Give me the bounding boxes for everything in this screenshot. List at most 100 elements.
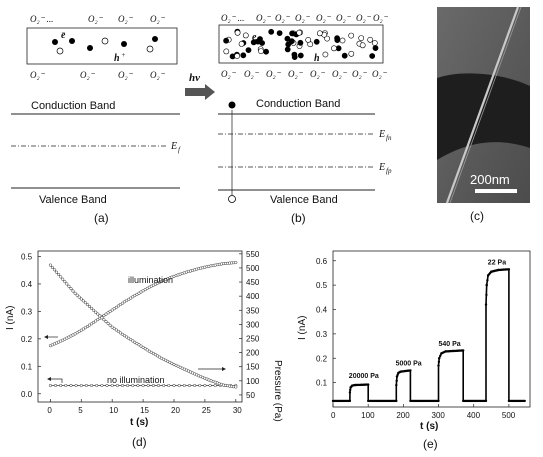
data-point: [115, 383, 119, 388]
data-point: [146, 383, 150, 388]
electron-dot: [284, 46, 291, 53]
x-tick-label: 500: [502, 411, 516, 420]
data-point: [69, 287, 73, 291]
x-tick-label: 30: [233, 406, 242, 415]
data-point: [61, 277, 65, 281]
pressure-annotation: 22 Pa: [488, 259, 506, 266]
electron-dot: [263, 48, 269, 55]
annotation-illumination: illumination: [128, 275, 173, 285]
data-point: [73, 291, 77, 295]
data-point: [50, 265, 54, 270]
data-point: [156, 383, 161, 388]
plot-frame-d: [37, 250, 243, 403]
y2-tick-label: 350: [246, 306, 260, 315]
oxygen-label: O₂⁻: [275, 13, 291, 23]
electron-dot: [276, 30, 283, 36]
data-point: [116, 329, 120, 333]
y2-tick-label: 400: [246, 292, 260, 301]
x-tick-label: 200: [396, 411, 410, 420]
x-tick-label: 0: [47, 406, 52, 415]
data-point: [167, 383, 171, 388]
data-point: [67, 284, 71, 288]
valence-band-label-b: Valence Band: [270, 194, 338, 206]
series-line: [333, 268, 525, 402]
data-point: [79, 297, 83, 301]
data-point: [102, 313, 106, 318]
data-point: [90, 383, 94, 388]
xlabel-d: t (s): [130, 417, 148, 428]
data-point: [112, 327, 116, 331]
data-point: [395, 399, 398, 403]
panel-b: O₂⁻ ... O₂⁻ O₂⁻ O₂⁻ O₂⁻ O₂⁻ O₂⁻ O₂⁻ e h O₂⁻ O₂⁻ O…: [218, 13, 392, 225]
x-tick-label: 25: [202, 406, 211, 415]
x-tick-label: 10: [109, 406, 118, 415]
oxygen-label: O₂⁻: [150, 70, 166, 80]
data-point: [484, 399, 488, 403]
hole-dot: [258, 48, 264, 54]
x-tick-label: 0: [331, 411, 336, 420]
svg-text:+: +: [121, 51, 126, 59]
caption-c: (c): [470, 209, 484, 223]
data-point: [63, 280, 67, 284]
oxygen-label: O₂⁻: [244, 69, 260, 79]
y2-tick-label: 200: [246, 349, 260, 358]
oxygen-label: O₂⁻: [118, 14, 134, 24]
data-point: [98, 314, 102, 318]
oxygen-label: O₂⁻ ...: [30, 14, 53, 24]
data-point: [395, 379, 398, 382]
data-point: [75, 293, 79, 297]
hole-dot: [348, 50, 355, 57]
electron-dot: [285, 41, 292, 48]
y2-tick-label: 450: [246, 278, 260, 287]
oxygen-label: O₂⁻: [150, 14, 166, 24]
hole-label: h: [114, 53, 120, 64]
data-point: [177, 383, 181, 388]
data-point: [57, 272, 61, 277]
data-point: [108, 323, 112, 327]
fermi-level-label: E: [170, 141, 177, 152]
data-point: [437, 399, 440, 403]
data-point: [77, 295, 81, 299]
y2label-d: Pressure (Pa): [272, 360, 283, 422]
conduction-band-label-a: Conduction Band: [31, 100, 115, 112]
y-tick-label: 0.2: [21, 335, 33, 344]
electron-dot: [245, 47, 252, 53]
data-point: [104, 320, 108, 324]
oxygen-label: O₂⁻: [88, 14, 104, 24]
data-point: [59, 275, 63, 279]
pressure-annotation: 5000 Pa: [396, 361, 422, 368]
y-tick-label: 0.1: [316, 379, 328, 388]
nanowire-box-a: [26, 27, 178, 65]
electron-dot: [240, 52, 247, 59]
data-point: [54, 270, 59, 274]
ylabel-d: I (nA): [5, 306, 16, 330]
oxygen-top-labels-a: O₂⁻ ... O₂⁻ O₂⁻ O₂⁻: [30, 14, 166, 24]
electron-dot: [297, 39, 304, 46]
data-point: [208, 383, 212, 388]
data-point: [59, 383, 63, 388]
oxygen-label: O₂⁻: [356, 13, 372, 23]
data-point: [141, 383, 145, 388]
ylabel-e: I (nA): [297, 316, 308, 340]
oxygen-label: O₂⁻: [372, 69, 388, 79]
data-point: [198, 383, 202, 388]
oxygen-bottom-labels-b: O₂⁻ O₂⁻ O₂⁻ O₂⁻ O₂⁻ O₂⁻ O₂⁻ O₂⁻: [221, 69, 388, 79]
data-point: [213, 383, 217, 388]
oxygen-top-labels-b: O₂⁻ ... O₂⁻ O₂⁻ O₂⁻ O₂⁻ O₂⁻ O₂⁻ O₂⁻: [221, 13, 389, 23]
x-tick-label: 15: [140, 406, 149, 415]
caption-e: (e): [423, 437, 438, 451]
data-point: [438, 357, 441, 360]
electron-label: e: [61, 30, 66, 41]
data-point: [203, 383, 207, 388]
x-tick-label: 20: [171, 406, 180, 415]
caption-a: (a): [94, 211, 109, 225]
electron-dot: [268, 28, 275, 35]
data-point: [234, 260, 238, 265]
xlabel-e: t (s): [420, 421, 438, 432]
x-tick-label: 400: [467, 411, 481, 420]
data-point: [84, 383, 88, 388]
data-point: [108, 309, 112, 313]
data-point: [92, 308, 96, 312]
hole-dot: [223, 48, 230, 55]
data-point: [409, 369, 412, 372]
